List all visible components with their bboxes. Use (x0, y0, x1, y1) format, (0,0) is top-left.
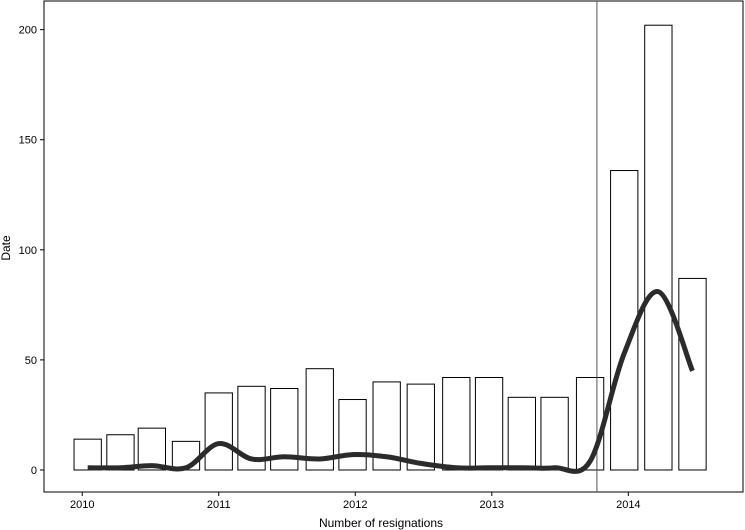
y-axis-label: Date (0, 235, 13, 261)
bar (137, 427, 167, 471)
bar-series (73, 24, 707, 471)
bar (204, 392, 233, 471)
bar (507, 396, 536, 471)
bar (575, 377, 605, 471)
bar (474, 377, 504, 471)
bar (338, 399, 367, 471)
bar (305, 368, 334, 471)
bar (644, 24, 673, 471)
x-tick-label: 2014 (616, 499, 640, 511)
bar (73, 438, 102, 471)
y-tick-label: 50 (25, 355, 37, 367)
y-axis: 0 50 100 150 200 (19, 25, 44, 477)
bar (678, 277, 707, 471)
x-tick-label: 2012 (343, 499, 367, 511)
bar (610, 170, 639, 471)
bar (106, 434, 135, 471)
x-axis-label: Number of resignations (319, 516, 443, 530)
x-axis: 2010 2011 2012 2013 2014 (70, 492, 641, 511)
bar (442, 377, 471, 471)
x-tick-label: 2011 (207, 499, 231, 511)
bar (406, 383, 435, 471)
bar (540, 396, 569, 471)
x-tick-label: 2010 (70, 499, 94, 511)
line-series (87, 289, 695, 474)
y-tick-label: 100 (19, 245, 37, 257)
y-tick-label: 150 (19, 135, 37, 147)
plot-frame (43, 0, 744, 493)
x-tick-label: 2013 (480, 499, 504, 511)
y-tick-label: 200 (19, 25, 37, 37)
y-tick-label: 0 (31, 465, 37, 477)
